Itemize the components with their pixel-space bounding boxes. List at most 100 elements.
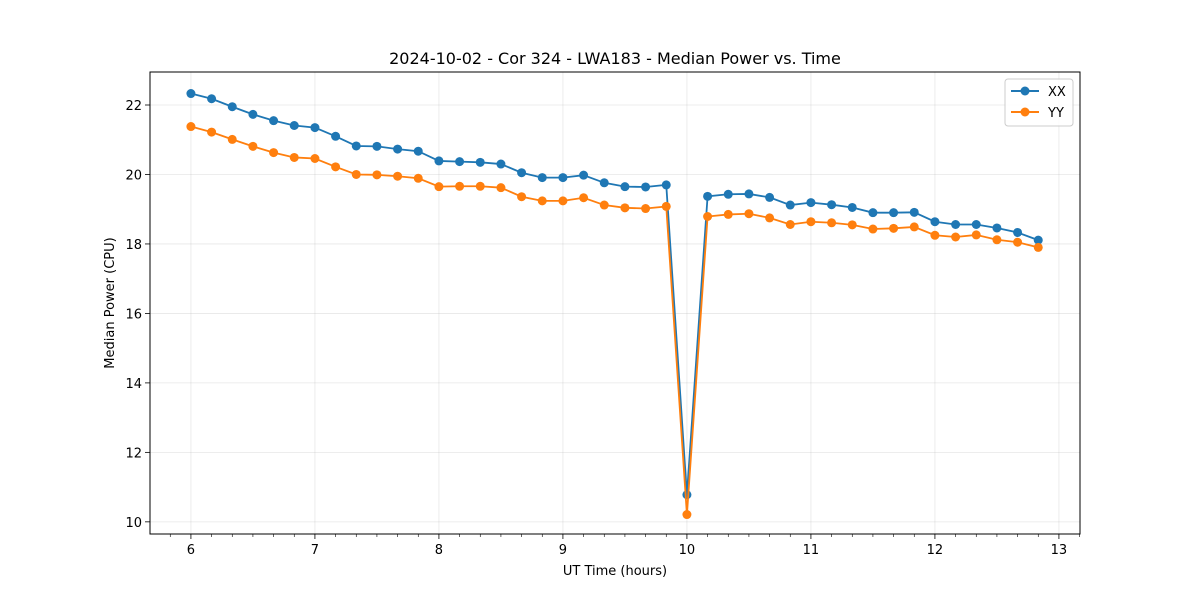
- data-point-yy: [765, 213, 775, 223]
- data-point-xx: [351, 141, 361, 151]
- data-point-yy: [641, 204, 651, 214]
- data-point-xx: [785, 200, 795, 210]
- y-tick-label: 22: [125, 99, 142, 114]
- data-point-xx: [703, 191, 713, 201]
- data-point-xx: [806, 198, 816, 208]
- data-point-yy: [827, 218, 837, 228]
- data-point-yy: [930, 230, 940, 240]
- data-point-xx: [393, 144, 403, 154]
- data-point-yy: [475, 181, 485, 191]
- y-tick-label: 10: [125, 516, 142, 531]
- data-point-xx: [971, 219, 981, 229]
- data-point-xx: [310, 123, 320, 133]
- data-point-xx: [744, 189, 754, 199]
- data-point-yy: [558, 196, 568, 206]
- data-point-yy: [434, 182, 444, 192]
- data-point-xx: [537, 173, 547, 183]
- chart-title: 2024-10-02 - Cor 324 - LWA183 - Median P…: [389, 49, 841, 68]
- x-tick-label: 9: [559, 543, 567, 558]
- data-point-xx: [620, 182, 630, 192]
- data-point-yy: [703, 212, 713, 222]
- data-point-xx: [723, 189, 733, 199]
- data-point-xx: [1033, 235, 1043, 245]
- data-point-yy: [682, 510, 692, 520]
- data-point-xx: [248, 109, 258, 119]
- data-point-xx: [909, 207, 919, 217]
- x-axis-label: UT Time (hours): [563, 564, 667, 579]
- data-point-yy: [1033, 242, 1043, 252]
- data-point-xx: [517, 168, 527, 178]
- data-point-yy: [227, 134, 237, 144]
- data-point-yy: [351, 169, 361, 179]
- data-point-xx: [889, 208, 899, 218]
- data-point-xx: [951, 219, 961, 229]
- data-point-xx: [847, 202, 857, 212]
- plot-frame: [149, 71, 1081, 535]
- data-point-xx: [413, 146, 423, 156]
- x-tick-label: 12: [927, 543, 944, 558]
- data-point-xx: [227, 102, 237, 112]
- data-point-yy: [289, 152, 299, 162]
- data-point-xx: [930, 217, 940, 227]
- data-point-xx: [455, 157, 465, 167]
- data-point-yy: [909, 222, 919, 232]
- legend-marker-yy: [1020, 107, 1030, 117]
- legend: XX YY: [1004, 78, 1074, 127]
- x-tick-label: 8: [435, 543, 443, 558]
- data-point-xx: [331, 131, 341, 141]
- data-point-yy: [744, 209, 754, 219]
- data-point-yy: [331, 162, 341, 172]
- data-point-yy: [393, 171, 403, 181]
- data-point-yy: [455, 181, 465, 191]
- x-tick-label: 6: [187, 543, 195, 558]
- data-point-yy: [372, 170, 382, 180]
- y-tick-label: 14: [125, 377, 142, 392]
- x-tick-label: 10: [679, 543, 696, 558]
- data-point-yy: [310, 153, 320, 163]
- legend-label-xx: XX: [1048, 85, 1066, 100]
- x-tick-label: 7: [311, 543, 319, 558]
- data-point-yy: [992, 235, 1002, 245]
- data-point-xx: [599, 178, 609, 188]
- y-tick-label: 20: [125, 168, 142, 183]
- legend-marker-xx: [1020, 86, 1030, 96]
- data-point-yy: [951, 232, 961, 242]
- x-tick-label: 13: [1051, 543, 1068, 558]
- axes: 6 7 8 9 10 11 12 13 10 12 14 16 18 20 22: [125, 99, 1080, 558]
- y-tick-label: 16: [125, 307, 142, 322]
- data-point-yy: [1013, 237, 1023, 247]
- data-point-yy: [186, 122, 196, 132]
- data-point-xx: [827, 200, 837, 210]
- data-point-yy: [847, 220, 857, 230]
- data-point-xx: [186, 89, 196, 99]
- data-point-xx: [269, 116, 279, 126]
- data-point-xx: [434, 156, 444, 166]
- data-point-xx: [868, 208, 878, 218]
- data-point-xx: [641, 182, 651, 192]
- data-point-yy: [806, 217, 816, 227]
- data-point-yy: [971, 230, 981, 240]
- y-axis-label: Median Power (CPU): [103, 237, 118, 368]
- data-point-yy: [517, 192, 527, 202]
- data-point-xx: [496, 159, 506, 169]
- data-point-yy: [599, 200, 609, 210]
- data-point-yy: [661, 201, 671, 211]
- data-point-yy: [496, 183, 506, 193]
- grid: [150, 72, 1080, 534]
- legend-label-yy: YY: [1047, 106, 1064, 121]
- data-point-xx: [579, 170, 589, 180]
- data-point-xx: [992, 223, 1002, 233]
- data-point-yy: [248, 141, 258, 151]
- data-point-xx: [207, 94, 217, 104]
- plot-area: [186, 89, 1043, 520]
- data-point-xx: [765, 192, 775, 202]
- data-point-xx: [289, 120, 299, 130]
- y-tick-label: 18: [125, 238, 142, 253]
- data-point-xx: [372, 141, 382, 151]
- data-point-xx: [558, 173, 568, 183]
- data-point-yy: [537, 196, 547, 206]
- data-point-yy: [413, 173, 423, 183]
- data-point-xx: [475, 157, 485, 167]
